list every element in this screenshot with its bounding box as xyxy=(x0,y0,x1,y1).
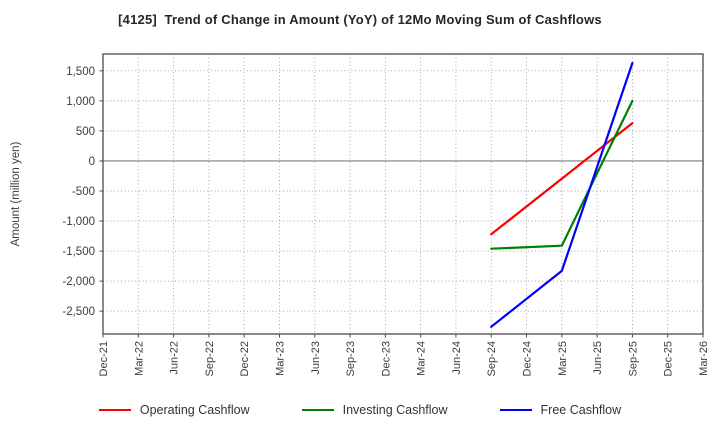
legend-label: Investing Cashflow xyxy=(342,403,448,417)
svg-text:-2,500: -2,500 xyxy=(62,306,95,318)
legend-line-swatch xyxy=(98,408,131,412)
axis-ticks xyxy=(99,70,704,338)
svg-text:Dec-24: Dec-24 xyxy=(522,341,534,376)
svg-text:-2,000: -2,000 xyxy=(62,276,95,288)
series-line xyxy=(490,99,634,250)
svg-text:Dec-25: Dec-25 xyxy=(663,341,675,376)
svg-text:1,500: 1,500 xyxy=(66,66,95,78)
svg-text:Dec-23: Dec-23 xyxy=(380,341,392,376)
x-tick-labels: Dec-21 Mar-22 Jun-22 Sep-22 Dec-22 Mar-23 Jun-… xyxy=(98,341,710,376)
y-tick-labels: 1,500 1,000 500 0 -500 -1,000 -1,500 -2,000 -2,5… xyxy=(62,66,95,318)
legend-item: Investing Cashflow xyxy=(301,403,448,417)
svg-text:-1,000: -1,000 xyxy=(62,216,95,228)
svg-text:Jun-25: Jun-25 xyxy=(592,341,604,375)
svg-text:Dec-22: Dec-22 xyxy=(239,341,251,376)
series-line xyxy=(490,61,634,328)
gridlines xyxy=(102,54,704,334)
svg-text:Sep-23: Sep-23 xyxy=(345,341,357,376)
legend-item: Free Cashflow xyxy=(499,403,622,417)
svg-text:Mar-23: Mar-23 xyxy=(274,341,286,376)
chart-title: [4125] Trend of Change in Amount (YoY) o… xyxy=(118,12,602,27)
svg-text:Mar-25: Mar-25 xyxy=(557,341,569,376)
legend-line-swatch xyxy=(301,408,334,412)
svg-text:Mar-26: Mar-26 xyxy=(698,341,710,376)
series-line xyxy=(490,121,634,236)
legend-line-swatch xyxy=(499,408,532,412)
svg-text:Jun-22: Jun-22 xyxy=(169,341,181,375)
y-axis-title: Amount (million yen) xyxy=(10,141,22,247)
svg-text:Dec-21: Dec-21 xyxy=(98,341,110,376)
legend-item: Operating Cashflow xyxy=(98,403,250,417)
svg-text:Sep-22: Sep-22 xyxy=(204,341,216,376)
svg-text:0: 0 xyxy=(89,156,95,168)
svg-text:1,000: 1,000 xyxy=(66,96,95,108)
legend-label: Operating Cashflow xyxy=(139,403,250,417)
svg-text:Sep-25: Sep-25 xyxy=(627,341,639,376)
plot-border xyxy=(102,53,704,335)
svg-text:Jun-24: Jun-24 xyxy=(451,341,463,375)
legend-label: Free Cashflow xyxy=(540,403,622,417)
svg-text:Mar-24: Mar-24 xyxy=(416,341,428,376)
svg-text:Sep-24: Sep-24 xyxy=(486,341,498,376)
chart-legend: Operating Cashflow Investing Cashflow Free… xyxy=(0,403,720,417)
svg-text:Jun-23: Jun-23 xyxy=(310,341,322,375)
svg-text:500: 500 xyxy=(76,126,95,138)
svg-text:-1,500: -1,500 xyxy=(62,246,95,258)
svg-text:-500: -500 xyxy=(72,186,95,198)
svg-text:Mar-22: Mar-22 xyxy=(133,341,145,376)
